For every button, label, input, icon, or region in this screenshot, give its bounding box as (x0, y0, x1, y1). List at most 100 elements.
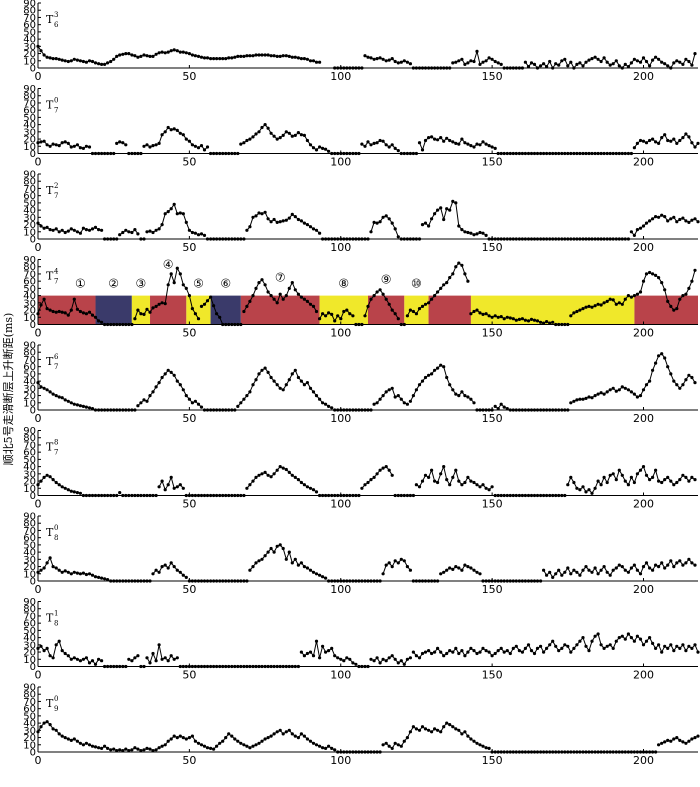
data-point (84, 572, 88, 577)
data-point (602, 237, 606, 241)
data-point (460, 649, 464, 653)
data-point (575, 62, 579, 66)
data-point (587, 568, 591, 572)
data-point (339, 408, 343, 412)
data-point (693, 145, 697, 149)
data-point (266, 550, 270, 554)
data-point (106, 578, 110, 582)
data-point (608, 573, 612, 577)
data-point (687, 135, 691, 139)
data-point (233, 55, 237, 59)
data-point (363, 408, 367, 412)
data-point (242, 54, 246, 59)
data-point (45, 561, 49, 565)
data-point (97, 228, 101, 232)
data-point (475, 142, 479, 146)
data-point (127, 230, 131, 234)
data-point (478, 485, 482, 489)
data-point (112, 57, 116, 61)
data-point (575, 486, 579, 490)
data-point (505, 151, 509, 156)
data-point (327, 579, 331, 583)
data-point (230, 237, 234, 241)
y-tick-label: 40 (23, 719, 36, 730)
data-point (672, 565, 676, 569)
data-point (121, 52, 125, 56)
data-point (375, 141, 379, 145)
data-point (539, 237, 543, 241)
data-point (196, 54, 201, 59)
data-point (348, 66, 352, 70)
data-point (196, 579, 201, 583)
data-point (526, 750, 531, 754)
data-point (372, 294, 376, 298)
data-point (457, 142, 461, 146)
data-point (563, 322, 567, 327)
data-point (626, 632, 631, 636)
data-point (112, 322, 116, 327)
data-point (375, 472, 379, 476)
data-point (420, 725, 425, 729)
data-point (109, 151, 113, 156)
data-point (442, 654, 446, 658)
data-point (496, 237, 500, 241)
data-point (163, 743, 167, 747)
data-point (466, 475, 470, 479)
y-tick-label: 30 (23, 42, 36, 53)
data-point (638, 290, 643, 294)
data-point (184, 394, 188, 398)
data-point (490, 654, 494, 658)
data-point (399, 493, 403, 498)
data-point (260, 368, 264, 372)
data-point (112, 493, 116, 498)
data-point (199, 743, 204, 747)
data-point (463, 394, 467, 398)
series-line-0 (37, 222, 102, 234)
data-point (508, 579, 512, 583)
data-point (333, 408, 337, 412)
y-tick-label: 80 (23, 262, 36, 273)
data-point (560, 646, 564, 651)
data-point (463, 563, 467, 567)
data-point (560, 322, 564, 327)
data-point (411, 237, 415, 241)
data-point (548, 493, 552, 498)
data-point (532, 651, 537, 656)
data-point (457, 261, 461, 265)
data-point (318, 493, 322, 498)
data-point (287, 728, 291, 732)
data-point (460, 263, 464, 267)
data-point (511, 151, 515, 156)
data-point (554, 237, 558, 241)
data-point (641, 565, 646, 569)
data-point (106, 493, 110, 498)
data-point (430, 297, 434, 301)
data-point (499, 750, 503, 754)
data-point (427, 66, 431, 70)
data-point (311, 304, 316, 308)
data-point (60, 141, 64, 145)
data-point (405, 237, 409, 241)
data-point (205, 145, 210, 149)
data-point (136, 654, 140, 658)
data-point (417, 141, 422, 145)
data-point (375, 579, 379, 583)
data-point (632, 480, 637, 485)
data-point (145, 579, 149, 583)
data-point (641, 465, 646, 469)
data-point (430, 66, 434, 70)
data-point (475, 483, 479, 487)
series-line-11 (570, 353, 696, 404)
data-point (641, 750, 646, 754)
data-point (414, 66, 418, 70)
data-point (160, 479, 164, 483)
data-point (233, 493, 237, 498)
y-tick-label: 90 (23, 255, 36, 266)
data-point (178, 483, 182, 487)
data-point (381, 57, 385, 61)
data-point (460, 732, 464, 736)
data-point (554, 322, 558, 327)
data-point (548, 321, 552, 325)
data-point (554, 493, 558, 498)
data-point (284, 383, 288, 387)
